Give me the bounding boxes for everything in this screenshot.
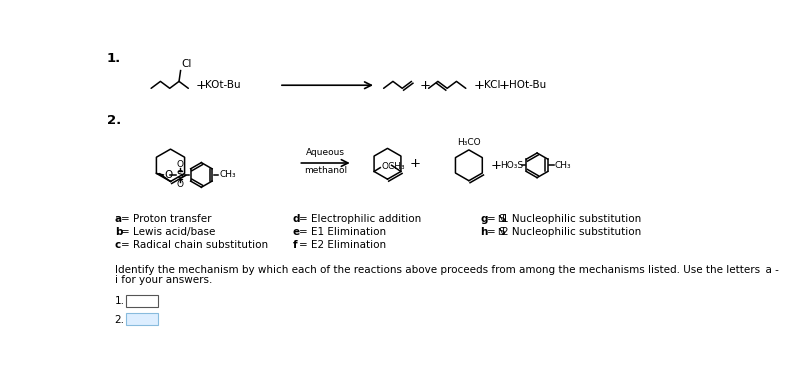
Text: CH₃: CH₃	[555, 161, 571, 170]
Text: b: b	[114, 227, 123, 237]
Text: 1.: 1.	[114, 296, 125, 306]
Text: +: +	[474, 79, 484, 92]
Text: f: f	[293, 240, 297, 250]
Text: h: h	[480, 227, 488, 237]
Text: OCH₃: OCH₃	[382, 162, 405, 170]
Text: +: +	[196, 79, 207, 92]
Text: HO₃S: HO₃S	[500, 161, 523, 170]
Text: = Electrophilic addition: = Electrophilic addition	[299, 214, 422, 224]
Text: N: N	[497, 228, 505, 237]
Text: 1.: 1.	[107, 52, 121, 65]
Text: = S: = S	[487, 214, 505, 224]
Text: methanol: methanol	[304, 166, 347, 175]
Text: S: S	[177, 170, 183, 180]
Text: = Radical chain substitution: = Radical chain substitution	[121, 240, 268, 250]
Text: c: c	[114, 240, 121, 250]
Text: +: +	[409, 157, 420, 170]
Text: e: e	[293, 227, 300, 237]
Text: O: O	[164, 170, 172, 180]
Text: 2.: 2.	[107, 114, 121, 127]
Text: +: +	[499, 79, 510, 92]
Bar	[126, 295, 158, 307]
Text: +: +	[491, 159, 501, 172]
Text: g: g	[480, 214, 488, 224]
Text: KOt-Bu: KOt-Bu	[206, 80, 241, 90]
Text: H₃CO: H₃CO	[457, 138, 481, 147]
Text: a: a	[114, 214, 122, 224]
Text: 1 Nucleophilic substitution: 1 Nucleophilic substitution	[502, 214, 642, 224]
Text: = S: = S	[487, 227, 505, 237]
Text: N: N	[497, 215, 505, 224]
Text: 2 Nucleophilic substitution: 2 Nucleophilic substitution	[502, 227, 642, 237]
Text: = E2 Elimination: = E2 Elimination	[299, 240, 386, 250]
Text: Identify the mechanism by which each of the reactions above proceeds from among : Identify the mechanism by which each of …	[114, 265, 779, 275]
Text: i for your answers.: i for your answers.	[114, 275, 212, 285]
Text: HOt-Bu: HOt-Bu	[509, 80, 546, 90]
Text: KCl: KCl	[484, 80, 500, 90]
Bar	[126, 313, 158, 326]
Text: Aqueous: Aqueous	[306, 148, 345, 157]
Text: O: O	[177, 180, 183, 190]
Text: +: +	[419, 79, 430, 92]
Text: = Lewis acid/base: = Lewis acid/base	[121, 227, 215, 237]
Text: = E1 Elimination: = E1 Elimination	[299, 227, 386, 237]
Text: d: d	[293, 214, 301, 224]
Text: = Proton transfer: = Proton transfer	[121, 214, 211, 224]
Text: Cl: Cl	[181, 59, 192, 69]
Text: 2.: 2.	[114, 315, 125, 325]
Text: CH₃: CH₃	[219, 170, 236, 179]
Text: O: O	[177, 160, 183, 169]
